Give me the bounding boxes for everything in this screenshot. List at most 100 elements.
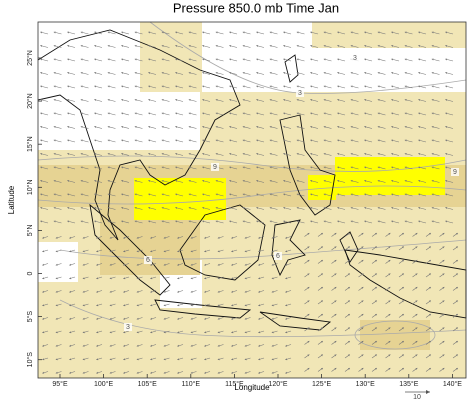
wind-arrow-head <box>215 44 218 47</box>
wind-arrow-head <box>401 273 404 276</box>
wind-arrow-head <box>269 44 272 47</box>
wind-arrow-head <box>190 250 193 253</box>
wind-arrow-head <box>364 85 367 88</box>
contour-label-bg <box>144 256 152 264</box>
wind-arrow-head <box>442 273 445 276</box>
wind-arrow-head <box>388 260 391 262</box>
wind-arrow-head <box>175 44 178 47</box>
wind-arrow-head <box>244 263 247 266</box>
wind-arrow-head <box>163 290 166 293</box>
wind-arrow-head <box>361 341 364 343</box>
wind-arrow-head <box>188 71 191 74</box>
wind-arrow-head <box>320 287 323 289</box>
wind-arrow-head <box>377 98 380 101</box>
wind-arrow-head <box>109 277 112 280</box>
wind-arrow-head <box>377 44 380 47</box>
wind-arrow-head <box>109 250 112 253</box>
wind-arrow-head <box>258 236 261 239</box>
wind-arrow-head <box>445 58 448 61</box>
wind-arrow-head <box>163 344 166 347</box>
wind-arrow-head <box>177 371 180 374</box>
wind-arrow-head <box>67 112 70 115</box>
wind-arrow-head <box>217 304 220 307</box>
wind-arrow-head <box>285 277 288 280</box>
wind-arrow-head <box>150 250 153 253</box>
wind-arrow-head <box>285 358 288 361</box>
wind-arrow-head <box>258 344 261 347</box>
wind-arrow-head <box>202 71 205 74</box>
wind-arrow-head <box>323 220 326 223</box>
wind-arrow-head <box>377 206 380 209</box>
x-tick-label: 115°E <box>225 380 244 388</box>
wind-arrow-head <box>190 317 193 320</box>
wind-arrow-head <box>269 152 272 155</box>
wind-arrow-head <box>445 152 448 155</box>
wind-arrow-head <box>188 220 191 223</box>
wind-arrow-head <box>231 277 234 280</box>
wind-arrow-head <box>256 85 259 88</box>
wind-arrow-head <box>177 250 180 253</box>
wind-arrow-head <box>229 31 232 34</box>
wind-arrow-head <box>307 314 310 316</box>
wind-arrow-head <box>175 85 178 88</box>
wind-arrow-head <box>69 317 72 320</box>
wind-arrow-head <box>391 220 394 223</box>
wind-arrow-head <box>244 317 247 320</box>
wind-arrow-head <box>121 220 124 223</box>
wind-arrow-head <box>202 206 205 209</box>
x-tick-label: 105°E <box>138 380 157 388</box>
wind-arrow-head <box>136 344 139 347</box>
wind-arrow-head <box>296 31 299 34</box>
wind-arrow-head <box>177 263 180 266</box>
reference-arrow-head <box>426 390 430 394</box>
wind-arrow-head <box>350 31 353 34</box>
wind-arrow-head <box>107 166 110 169</box>
wind-arrow-head <box>123 331 126 334</box>
wind-arrow-head <box>40 139 43 142</box>
wind-arrow-head <box>323 98 326 101</box>
wind-arrow-head <box>217 236 220 239</box>
wind-arrow-head <box>94 193 97 196</box>
wind-arrow-head <box>94 152 97 155</box>
wind-arrow-head <box>80 193 83 196</box>
wind-arrow-head <box>334 327 337 330</box>
wind-arrow-head <box>269 220 272 223</box>
wind-arrow-head <box>377 179 380 182</box>
wind-arrow-head <box>229 112 232 115</box>
wind-arrow-head <box>96 250 99 253</box>
wind-arrow-head <box>364 125 367 128</box>
wind-arrow-head <box>391 58 394 61</box>
wind-arrow-head <box>175 139 178 142</box>
wind-arrow-head <box>190 263 193 266</box>
wind-arrow-head <box>69 371 72 374</box>
wind-arrow-head <box>428 287 431 289</box>
wind-arrow-head <box>418 58 421 61</box>
wind-arrow-head <box>415 300 418 303</box>
wind-arrow-head <box>350 125 353 128</box>
wind-arrow-head <box>415 341 418 343</box>
wind-arrow-head <box>374 287 377 289</box>
wind-arrow-head <box>188 112 191 115</box>
wind-arrow-head <box>136 371 139 374</box>
wind-arrow-head <box>242 98 245 101</box>
wind-arrow-head <box>431 112 434 115</box>
wind-arrow-head <box>148 125 151 128</box>
wind-arrow-head <box>296 179 299 182</box>
wind-arrow-head <box>283 166 286 169</box>
wind-arrow-head <box>310 220 313 223</box>
wind-arrow-head <box>418 193 421 196</box>
wind-arrow-head <box>163 236 166 239</box>
wind-arrow-head <box>285 304 288 307</box>
wind-arrow-head <box>55 290 58 293</box>
wind-arrow-head <box>310 58 313 61</box>
wind-arrow-head <box>96 277 99 280</box>
wind-arrow-head <box>188 85 191 88</box>
wind-arrow-head <box>310 179 313 182</box>
wind-arrow-head <box>455 260 458 262</box>
wind-arrow-head <box>175 152 178 155</box>
wind-arrow-head <box>271 290 274 293</box>
wind-arrow-head <box>337 139 340 142</box>
wind-arrow-head <box>107 193 110 196</box>
x-tick-label: 100°E <box>94 380 113 388</box>
wind-arrow-head <box>283 193 286 196</box>
